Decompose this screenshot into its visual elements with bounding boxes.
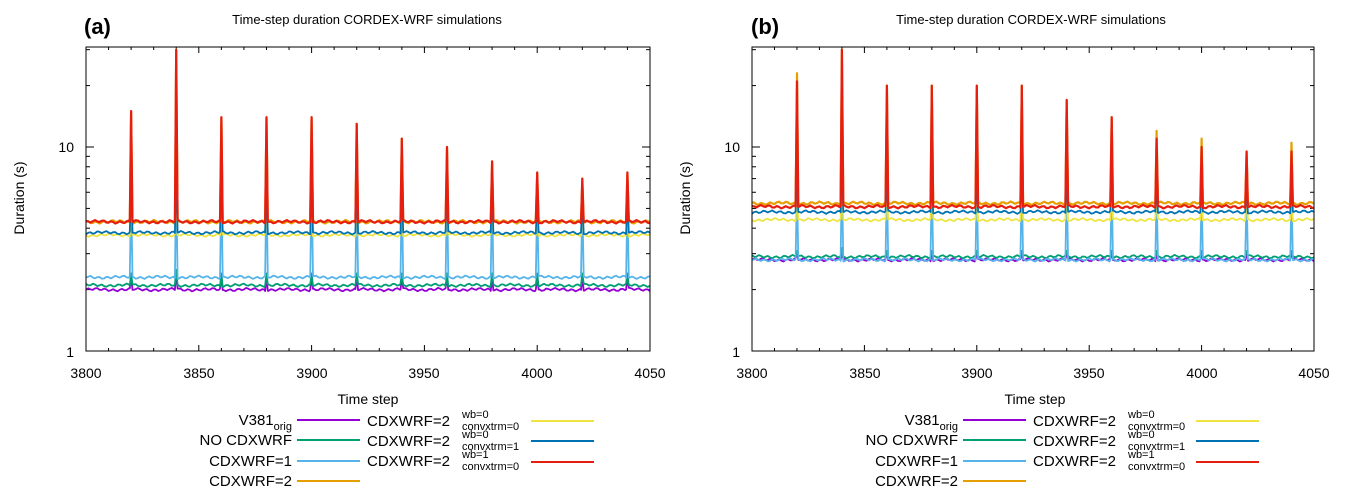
legend-b-entry-wb0-convxtrm1: CDXWRF=2 wb=0 convxtrm=1 xyxy=(1033,429,1259,453)
panel-a-xlabel: Time step xyxy=(338,391,399,407)
series-line-2 xyxy=(751,171,1315,263)
series-line-0 xyxy=(85,272,651,293)
legend-a-entry-v381orig: V381orig xyxy=(239,412,360,433)
legend-a-base: CDXWRF=2 xyxy=(367,413,450,430)
legend-a-entry-cdxwrf2: CDXWRF=2 xyxy=(209,473,360,490)
legend-a-entry-cdxwrf1: CDXWRF=1 xyxy=(209,453,360,470)
series-line-3 xyxy=(85,48,651,225)
legend-a-label: V381orig xyxy=(239,412,292,433)
panel-a-xtick-3800: 3800 xyxy=(70,365,101,381)
legend-b-sup: wb=0 xyxy=(1127,429,1155,441)
panel-b-xtick-4050: 4050 xyxy=(1298,365,1329,381)
legend-b-sub: convxtrm=1 xyxy=(1128,441,1185,453)
legend-b-label: NO CDXWRF xyxy=(866,432,959,449)
panel-b-y-ticks: 1 10 xyxy=(724,139,740,360)
panel-b-xtick-4000: 4000 xyxy=(1186,365,1217,381)
series-line-4 xyxy=(751,171,1315,223)
panel-b-xtick-3950: 3950 xyxy=(1073,365,1104,381)
panel-b-xtick-3900: 3900 xyxy=(961,365,992,381)
legend-a-label: NO CDXWRF xyxy=(200,432,293,449)
panel-a-x-ticks: 3800 3850 3900 3950 4000 4050 xyxy=(70,365,665,381)
legend-a-entry-no-cdxwrf: NO CDXWRF xyxy=(200,432,360,449)
panel-b-ytick-1: 1 xyxy=(732,344,740,360)
legend-b-entry-wb0-convxtrm0: CDXWRF=2 wb=0 convxtrm=0 xyxy=(1033,409,1259,433)
series-line-3 xyxy=(751,48,1315,207)
panel-b-xtick-3800: 3800 xyxy=(736,365,767,381)
panel-b-label: (b) xyxy=(751,14,779,39)
panel-a-frame xyxy=(85,46,651,352)
legend-b-label: V381orig xyxy=(905,412,958,433)
panel-b-plot-area xyxy=(751,47,1315,352)
panel-b-legend: V381orig NO CDXWRF CDXWRF=1 CDXWRF=2 CDX… xyxy=(866,409,1259,490)
panel-a: (a) Time-step duration CORDEX-WRF simula… xyxy=(11,12,666,407)
legend-a-label: CDXWRF=1 xyxy=(209,453,292,470)
panel-a-ytick-10: 10 xyxy=(58,139,74,155)
panel-b-title: Time-step duration CORDEX-WRF simulation… xyxy=(896,12,1166,27)
legend-a-sub: convxtrm=0 xyxy=(462,461,519,473)
panel-b-xlabel: Time step xyxy=(1005,391,1066,407)
legend-b-entry-wb1-convxtrm0: CDXWRF=2 wb=1 convxtrm=0 xyxy=(1033,449,1259,473)
legend-b-label: CDXWRF=1 xyxy=(875,453,958,470)
series-line-4 xyxy=(85,184,651,238)
legend-b-label: CDXWRF=2 xyxy=(875,473,958,490)
legend-b-entry-no-cdxwrf: NO CDXWRF xyxy=(866,432,1026,449)
panel-a-title: Time-step duration CORDEX-WRF simulation… xyxy=(232,12,502,27)
legend-a-sup: wb=0 xyxy=(461,409,489,421)
legend-b-base: CDXWRF=2 xyxy=(1033,453,1116,470)
panel-a-ytick-1: 1 xyxy=(66,344,74,360)
legend-a-entry-wb0-convxtrm1: CDXWRF=2 wb=0 convxtrm=1 xyxy=(367,429,594,453)
panel-a-legend: V381orig NO CDXWRF CDXWRF=1 CDXWRF=2 CDX… xyxy=(200,409,594,490)
panel-b-xtick-3850: 3850 xyxy=(849,365,880,381)
panel-a-xtick-4050: 4050 xyxy=(634,365,665,381)
legend-b-base: CDXWRF=2 xyxy=(1033,413,1116,430)
legend-a-entry-wb0-convxtrm0: CDXWRF=2 wb=0 convxtrm=0 xyxy=(367,409,594,433)
panel-b-x-ticks: 3800 3850 3900 3950 4000 4050 xyxy=(736,365,1329,381)
panel-b-frame xyxy=(751,46,1315,352)
legend-b-sub: convxtrm=0 xyxy=(1128,421,1185,433)
panel-b-ytick-10: 10 xyxy=(724,139,740,155)
legend-b-entry-cdxwrf2: CDXWRF=2 xyxy=(875,473,1026,490)
legend-b-sup: wb=1 xyxy=(1127,449,1155,461)
legend-b-sup: wb=0 xyxy=(1127,409,1155,421)
legend-a-label: CDXWRF=2 xyxy=(209,473,292,490)
series-line-6 xyxy=(85,48,651,225)
series-line-6 xyxy=(751,48,1315,210)
legend-a-base: CDXWRF=2 xyxy=(367,433,450,450)
legend-a-entry-wb1-convxtrm0: CDXWRF=2 wb=1 convxtrm=0 xyxy=(367,449,594,473)
legend-a-sup: wb=1 xyxy=(461,449,489,461)
series-line-2 xyxy=(85,177,651,280)
panel-a-xtick-3950: 3950 xyxy=(408,365,439,381)
legend-a-sub: convxtrm=1 xyxy=(462,441,519,453)
legend-b-entry-cdxwrf1: CDXWRF=1 xyxy=(875,453,1026,470)
panel-b-ylabel: Duration (s) xyxy=(677,161,693,234)
legend-a-base: CDXWRF=2 xyxy=(367,453,450,470)
legend-b-entry-v381orig: V381orig xyxy=(905,412,1026,433)
legend-a-sup: wb=0 xyxy=(461,429,489,441)
series-line-5 xyxy=(85,171,651,236)
series-line-1 xyxy=(751,247,1315,260)
panel-a-ylabel: Duration (s) xyxy=(11,161,27,234)
panel-a-label: (a) xyxy=(84,14,111,39)
panel-a-y-ticks: 1 10 xyxy=(58,139,74,360)
panel-a-xtick-3850: 3850 xyxy=(183,365,214,381)
legend-b-sub: convxtrm=0 xyxy=(1128,461,1185,473)
legend-a-sub: convxtrm=0 xyxy=(462,421,519,433)
series-line-1 xyxy=(85,268,651,288)
panel-a-xtick-3900: 3900 xyxy=(296,365,327,381)
panel-a-xtick-4000: 4000 xyxy=(521,365,552,381)
panel-a-plot-area xyxy=(85,47,651,352)
series-line-5 xyxy=(751,165,1315,215)
legend-b-base: CDXWRF=2 xyxy=(1033,433,1116,450)
panel-b: (b) Time-step duration CORDEX-WRF simula… xyxy=(677,12,1330,407)
